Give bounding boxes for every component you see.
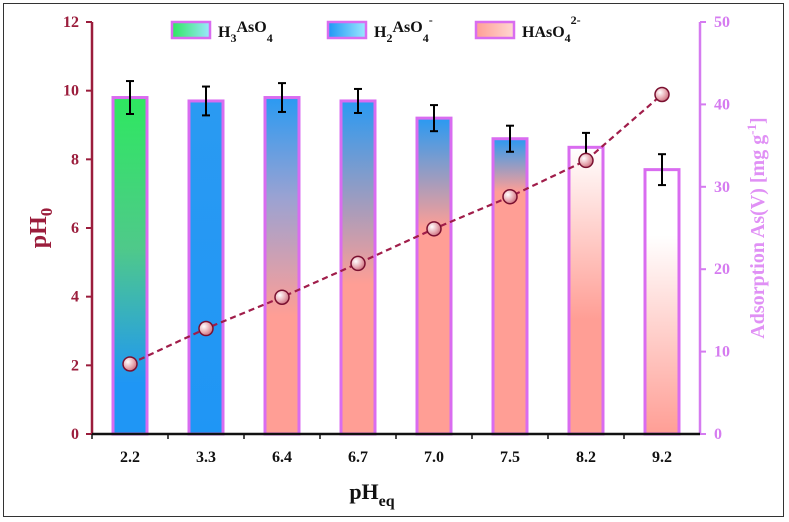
adsorption-point [426, 221, 442, 237]
bar-7.0 [415, 116, 453, 436]
adsorption-point [274, 289, 290, 305]
y-tick-label-left: 2 [71, 357, 79, 374]
x-tick-label: 8.2 [576, 449, 596, 466]
adsorption-point [654, 86, 670, 103]
y-axis-title-left: pH0 [26, 208, 56, 249]
bar-6.4 [263, 96, 301, 436]
y-tick-label-left: 12 [63, 14, 79, 31]
bar-2.2 [111, 96, 149, 436]
bar-8.2 [567, 145, 605, 436]
bar-9.2 [643, 168, 681, 436]
x-tick-label: 2.2 [120, 449, 140, 466]
y-tick-label-right: 30 [714, 179, 730, 196]
adsorption-line [129, 93, 663, 365]
legend: H3AsO4 H2AsO4- HAsO42- [170, 13, 581, 45]
bar-3.3 [187, 99, 225, 436]
adsorption-point [578, 152, 594, 169]
x-axis-title: pHeq [349, 479, 394, 510]
adsorption-point [502, 188, 518, 205]
y-tick-label-left: 8 [71, 151, 79, 168]
axes-layer: 0 2 4 6 8 10 12 0 10 20 30 40 50 2.2 3.3 6.4 6.7 7.0 7.5 8.… [63, 14, 730, 466]
y-tick-label-left: 6 [71, 220, 79, 237]
adsorption-point [198, 320, 214, 337]
legend-swatch [170, 20, 212, 40]
x-tick-label: 9.2 [652, 449, 672, 466]
y-tick-label-left: 0 [71, 426, 79, 443]
y-axis-title-right: Adsorption As(V) [mg g-1] [744, 117, 769, 338]
y-tick-label-right: 10 [714, 344, 730, 361]
legend-label: H3AsO4 [218, 19, 273, 45]
bar-7.5 [491, 137, 529, 436]
x-tick-label: 7.5 [500, 449, 520, 466]
x-tick-label: 3.3 [196, 449, 216, 466]
adsorption-point [350, 255, 366, 272]
y-tick-label-right: 0 [714, 426, 722, 443]
x-tick-label: 6.4 [272, 449, 292, 466]
chart-frame [3, 3, 784, 517]
legend-label: H2AsO4- [374, 13, 433, 45]
y-tick-label-right: 40 [714, 96, 730, 113]
adsorption-point [122, 356, 138, 372]
x-tick-label: 6.7 [348, 449, 368, 466]
y-tick-label-left: 4 [71, 289, 79, 306]
legend-label: HAsO42- [522, 13, 581, 45]
line-layer [122, 86, 670, 372]
x-tick-label: 7.0 [424, 449, 444, 466]
legend-swatch [474, 20, 516, 40]
bars-layer [111, 80, 681, 436]
y-tick-label-right: 50 [714, 14, 730, 31]
legend-swatch [326, 20, 368, 40]
y-tick-label-left: 10 [63, 83, 79, 100]
y-tick-label-right: 20 [714, 261, 730, 278]
